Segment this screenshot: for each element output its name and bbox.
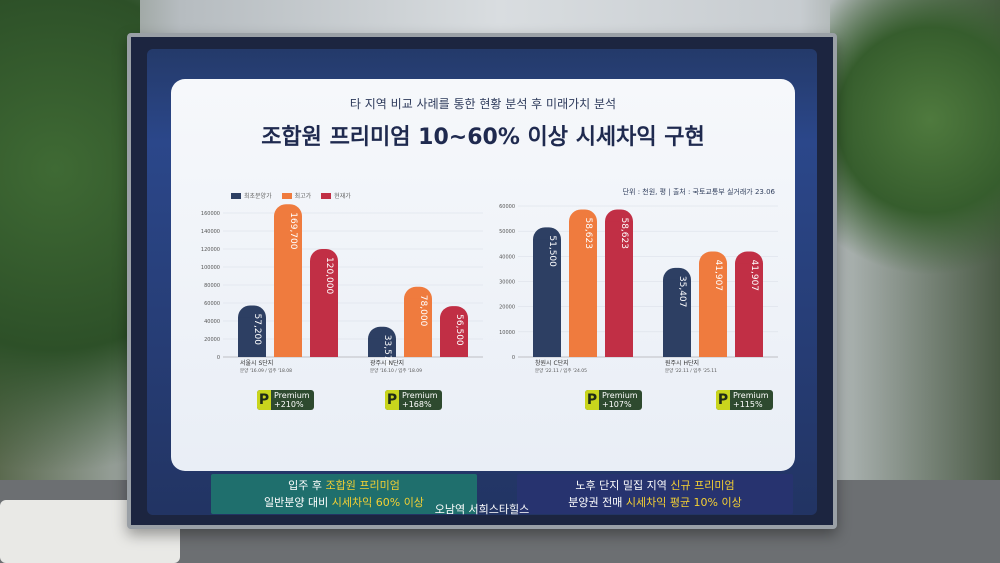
- y-tick-label: 20000: [499, 305, 515, 311]
- bar-value-label: 51,500: [547, 235, 557, 267]
- y-tick-label: 40000: [499, 254, 515, 260]
- legend-item-peak: 최고가: [281, 191, 311, 200]
- bar-chart-left: 0 20000 40000 60000 80000 100000 120000 140000 1…: [201, 204, 483, 374]
- premium-badge-left-1: P Premium +210%: [257, 390, 314, 410]
- bar-body: [699, 263, 727, 357]
- y-tick-label: 120000: [201, 247, 220, 253]
- bar-body: [404, 298, 432, 357]
- bar-value-label: 58,623: [619, 217, 629, 249]
- bar-body: [605, 221, 633, 357]
- bar-body: [569, 221, 597, 357]
- premium-badge-right-1: P Premium +107%: [585, 390, 642, 410]
- poster: 타 지역 비교 사례를 통한 현황 분석 후 미래가치 분석 조합원 프리미엄 …: [147, 49, 817, 516]
- bar-body: [368, 338, 396, 357]
- bar-value-label: 41,907: [749, 260, 759, 292]
- summary-box-left: 입주 후 조합원 프리미엄 일반분양 대비 시세차익 60% 이상: [211, 474, 477, 514]
- bar-chart-right: 0 10000 20000 30000 40000 50000 60000 51,500 58,…: [499, 204, 778, 374]
- bar-value-label: 58,623: [583, 217, 593, 249]
- summary-box-right: 노후 단지 밀집 지역 신규 프리미엄 분양권 전매 시세차익 평균 10% 이…: [517, 474, 793, 514]
- y-tick-label: 60000: [499, 204, 515, 210]
- y-tick-label: 10000: [499, 330, 515, 336]
- bar-value-label: 56,500: [454, 314, 464, 346]
- y-tick-label: 50000: [499, 229, 515, 235]
- legend-item-current: 현재가: [321, 191, 351, 200]
- y-tick-label: 30000: [499, 280, 515, 286]
- bar-body: [533, 239, 561, 357]
- bar-body: [440, 318, 468, 357]
- chart-legend: 최초분양가 최고가 현재가: [231, 191, 351, 200]
- bar-body: [663, 279, 691, 357]
- category-label: 광주시 N단지: [370, 359, 404, 367]
- poster-subtitle: 타 지역 비교 사례를 통한 현황 분석 후 미래가치 분석: [349, 97, 617, 111]
- y-tick-label: 0: [217, 355, 220, 361]
- poster-footer: 오남역 서희스타힐스: [434, 503, 530, 516]
- y-tick-label: 80000: [204, 283, 220, 289]
- category-note: 분양 '16.10 / 입주 '18.09: [370, 367, 422, 374]
- bar-value-label: 120,000: [324, 257, 334, 294]
- bar-body: [310, 261, 338, 357]
- category-note: 분양 '16.09 / 입주 '18.08: [240, 367, 292, 374]
- y-tick-label: 60000: [204, 301, 220, 307]
- bar-value-label: 35,407: [677, 276, 687, 308]
- legend-item-initial: 최초분양가: [231, 191, 272, 200]
- y-tick-label: 160000: [201, 211, 220, 217]
- premium-badge-left-2: P Premium +168%: [385, 390, 442, 410]
- bar-body: [274, 216, 302, 357]
- poster-frame: 타 지역 비교 사례를 통한 현황 분석 후 미래가치 분석 조합원 프리미엄 …: [127, 33, 837, 529]
- category-note: 분양 '22.11 / 입주 '24.05: [535, 367, 587, 374]
- bar-body: [238, 317, 266, 357]
- content-panel: 타 지역 비교 사례를 통한 현황 분석 후 미래가치 분석 조합원 프리미엄 …: [171, 79, 795, 514]
- bar-body: [735, 263, 763, 357]
- y-tick-label: 140000: [201, 229, 220, 235]
- category-note: 분양 '22.11 / 입주 '25.11: [665, 367, 717, 374]
- bar-value-label: 33,570: [382, 335, 392, 367]
- y-tick-label: 0: [512, 355, 515, 361]
- y-tick-label: 40000: [204, 319, 220, 325]
- category-label: 서울시 S단지: [240, 359, 273, 367]
- left-plant: [0, 0, 140, 563]
- bar-value-label: 41,907: [713, 260, 723, 292]
- bar-value-label: 57,200: [252, 314, 262, 346]
- category-label: 원주시 H단지: [665, 359, 699, 367]
- y-tick-label: 20000: [204, 337, 220, 343]
- bar-value-label: 169,700: [288, 212, 298, 249]
- y-tick-label: 100000: [201, 265, 220, 271]
- source-note: 단위 : 천원, 평 | 출처 : 국토교통부 실거래가 23.06: [622, 188, 775, 196]
- premium-badge-right-2: P Premium +115%: [716, 390, 773, 410]
- right-plant: [830, 0, 1000, 300]
- bar-value-label: 78,000: [418, 295, 428, 327]
- category-label: 창원시 C단지: [535, 359, 569, 367]
- poster-title: 조합원 프리미엄 10~60% 이상 시세차익 구현: [261, 125, 705, 150]
